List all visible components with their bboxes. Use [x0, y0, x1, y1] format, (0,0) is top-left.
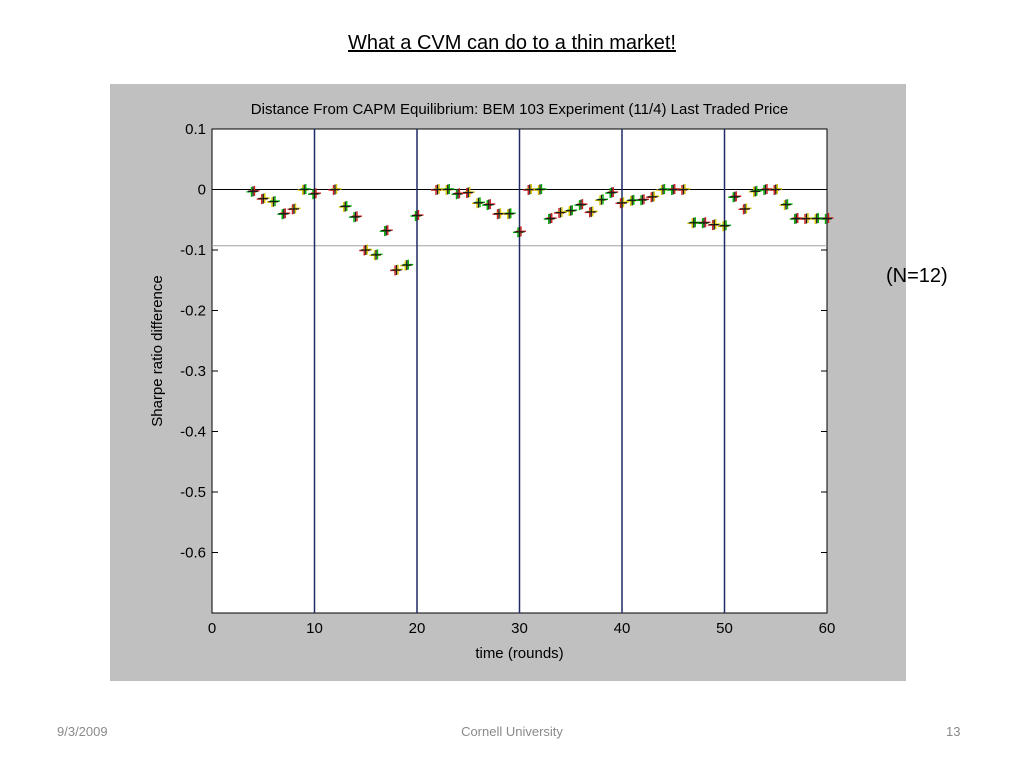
data-point — [810, 213, 824, 225]
data-point — [492, 208, 506, 220]
data-point — [297, 184, 311, 195]
data-point — [246, 185, 260, 197]
data-point — [625, 194, 639, 206]
data-point — [431, 184, 444, 195]
y-tick-label: -0.4 — [180, 424, 206, 441]
footer-date: 9/3/2009 — [57, 724, 108, 739]
data-point — [287, 203, 301, 215]
data-point — [584, 206, 598, 218]
data-point — [277, 208, 291, 220]
data-point — [707, 219, 721, 231]
data-point — [502, 208, 516, 220]
data-point — [256, 193, 270, 205]
y-tick-label: -0.3 — [180, 363, 206, 380]
data-point — [410, 210, 424, 222]
data-point — [646, 191, 660, 203]
slide-title-text: What a CVM can do to a thin market! — [348, 32, 676, 54]
data-point — [748, 185, 762, 197]
data-point — [543, 213, 557, 225]
data-point — [728, 191, 742, 203]
y-tick-label: -0.5 — [180, 484, 206, 501]
data-point — [718, 220, 731, 232]
data-point — [697, 217, 711, 229]
footer-page-number: 13 — [946, 724, 961, 739]
data-point — [820, 213, 834, 225]
footer-org: Cornell University — [461, 724, 563, 739]
data-point — [482, 199, 496, 211]
data-point — [390, 264, 403, 276]
data-point — [738, 203, 752, 215]
data-point — [369, 249, 383, 261]
chart-figure: Distance From CAPM Equilibrium: BEM 103 … — [110, 84, 906, 681]
y-tick-label: -0.1 — [180, 242, 206, 259]
data-point — [636, 194, 649, 206]
x-tick-label: 30 — [511, 620, 528, 637]
data-point — [615, 197, 629, 209]
data-point — [687, 217, 701, 229]
data-point — [533, 184, 547, 195]
data-point — [574, 199, 588, 211]
sample-size-note: (N=12) — [886, 265, 948, 287]
data-point — [400, 259, 414, 271]
slide-title: What a CVM can do to a thin market! — [0, 32, 1024, 55]
y-axis-label: Sharpe ratio difference — [149, 275, 166, 427]
x-tick-label: 60 — [819, 620, 836, 637]
data-point — [800, 213, 813, 225]
y-tick-label: 0.1 — [185, 121, 206, 138]
data-point — [595, 194, 608, 206]
x-tick-label: 40 — [614, 620, 631, 637]
data-point — [789, 213, 803, 225]
data-point — [554, 206, 567, 218]
y-tick-label: -0.6 — [180, 545, 206, 562]
data-point — [441, 184, 455, 195]
data-point — [338, 200, 352, 212]
data-point — [564, 205, 578, 217]
data-point — [656, 184, 670, 195]
data-point — [472, 197, 485, 209]
data-point — [605, 187, 619, 199]
data-point — [451, 188, 465, 200]
data-point — [328, 184, 342, 195]
y-tick-label: 0 — [198, 182, 206, 199]
chart-svg: Distance From CAPM Equilibrium: BEM 103 … — [149, 101, 836, 662]
data-point — [308, 188, 321, 200]
x-tick-label: 10 — [306, 620, 323, 637]
data-point — [779, 199, 793, 211]
data-point — [523, 184, 537, 195]
data-point — [359, 244, 373, 256]
data-point — [759, 184, 772, 195]
y-tick-label: -0.2 — [180, 303, 206, 320]
x-tick-label: 50 — [716, 620, 733, 637]
data-point — [267, 196, 280, 208]
data-point — [379, 225, 393, 237]
data-point — [513, 226, 526, 238]
chart-title: Distance From CAPM Equilibrium: BEM 103 … — [251, 101, 788, 118]
data-point — [677, 184, 690, 195]
data-point — [666, 184, 680, 195]
x-tick-label: 0 — [208, 620, 216, 637]
data-point — [461, 187, 475, 199]
data-point — [349, 211, 362, 223]
x-axis-label: time (rounds) — [475, 645, 563, 662]
x-tick-label: 20 — [409, 620, 426, 637]
data-point — [769, 184, 783, 195]
